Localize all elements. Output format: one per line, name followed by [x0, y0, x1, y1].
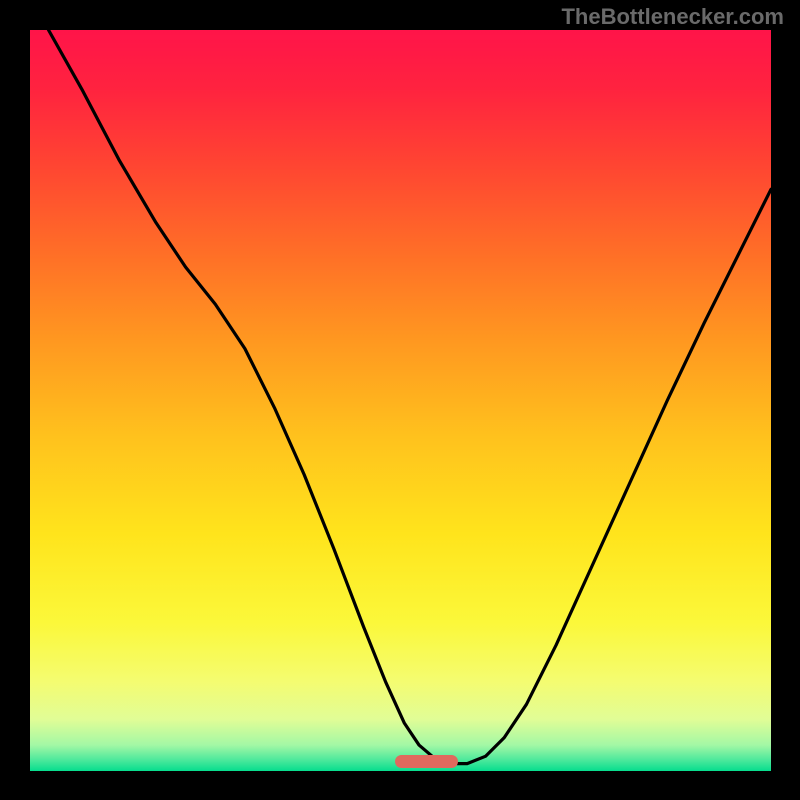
chart-area	[30, 30, 771, 771]
optimal-range-marker	[395, 755, 459, 768]
outer-frame: TheBottlenecker.com	[0, 0, 800, 800]
bottleneck-curve	[30, 30, 771, 771]
watermark-text: TheBottlenecker.com	[561, 4, 784, 30]
